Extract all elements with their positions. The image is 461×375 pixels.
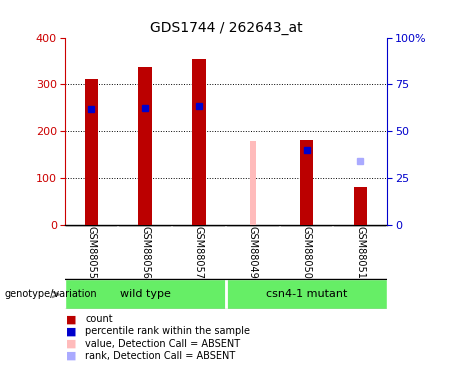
Text: GSM88055: GSM88055: [86, 226, 96, 279]
Text: ■: ■: [66, 339, 77, 348]
Text: csn4-1 mutant: csn4-1 mutant: [266, 290, 347, 299]
Text: ■: ■: [66, 327, 77, 336]
Bar: [65, 279, 226, 309]
Text: count: count: [85, 315, 113, 324]
Bar: [354, 187, 367, 225]
Text: ■: ■: [66, 315, 77, 324]
Title: GDS1744 / 262643_at: GDS1744 / 262643_at: [149, 21, 302, 35]
Bar: [300, 140, 313, 225]
Bar: [138, 67, 152, 225]
Text: genotype/variation: genotype/variation: [5, 290, 97, 299]
Bar: [85, 79, 98, 225]
Text: value, Detection Call = ABSENT: value, Detection Call = ABSENT: [85, 339, 240, 348]
Text: ■: ■: [66, 351, 77, 360]
Text: GSM88050: GSM88050: [301, 226, 312, 279]
Text: wild type: wild type: [120, 290, 171, 299]
Bar: [192, 58, 206, 225]
Text: GSM88049: GSM88049: [248, 226, 258, 279]
Text: GSM88056: GSM88056: [140, 226, 150, 279]
Text: GSM88057: GSM88057: [194, 226, 204, 279]
Text: percentile rank within the sample: percentile rank within the sample: [85, 327, 250, 336]
Text: rank, Detection Call = ABSENT: rank, Detection Call = ABSENT: [85, 351, 236, 360]
Bar: [226, 279, 387, 309]
Bar: [249, 141, 256, 225]
Text: GSM88051: GSM88051: [355, 226, 366, 279]
